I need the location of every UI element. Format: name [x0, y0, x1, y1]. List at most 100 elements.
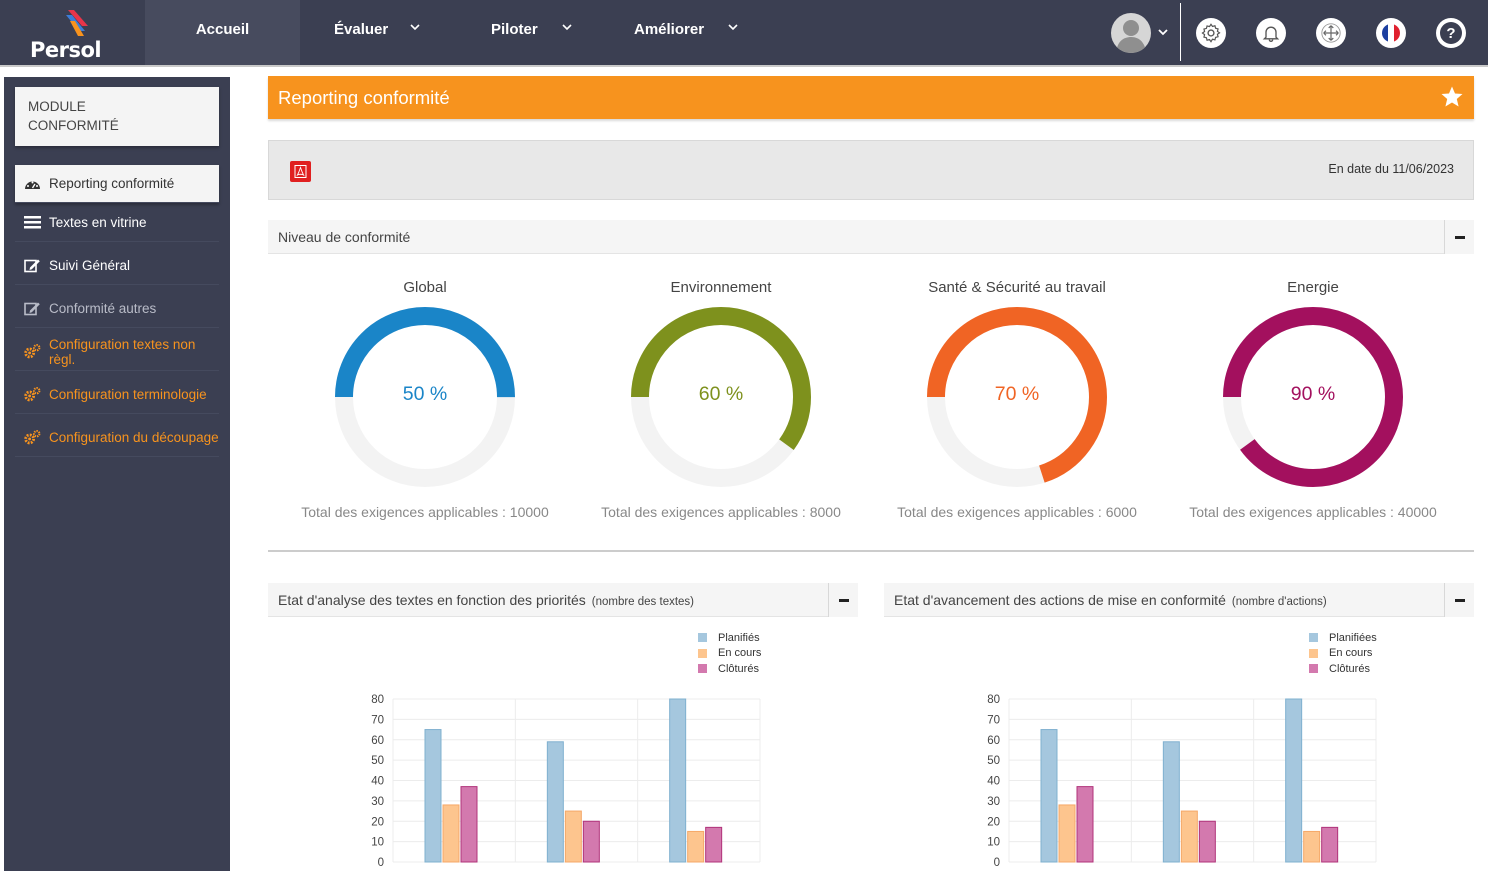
- gauge-title: Energie: [1287, 279, 1339, 296]
- nav-ameliorer[interactable]: Améliorer: [634, 0, 754, 65]
- list-icon: [23, 215, 41, 231]
- bar-clotures[interactable]: [460, 786, 478, 863]
- y-tick-label: 10: [987, 837, 1000, 849]
- section-divider: [268, 550, 1474, 552]
- sidebar-item-label: Suivi Général: [49, 258, 131, 273]
- bar-planifies[interactable]: [1285, 698, 1303, 863]
- edit-icon: [23, 258, 41, 274]
- french-flag-icon: [1382, 24, 1400, 42]
- bar-clotures[interactable]: [705, 826, 723, 863]
- chevron-down-icon: [562, 24, 572, 31]
- user-avatar[interactable]: [1111, 13, 1151, 53]
- sidebar-item-textes-vitrine[interactable]: Textes en vitrine: [15, 204, 219, 242]
- gauge-ring: [927, 307, 1107, 487]
- legend-item[interactable]: Planifiées: [1309, 630, 1377, 646]
- move-button[interactable]: [1316, 18, 1346, 48]
- legend-label: Planifiés: [718, 631, 760, 644]
- sidebar-item-reporting[interactable]: Reporting conformité: [15, 165, 219, 203]
- analysis-bar-chart: Planifiés En cours Clôturés 0 10 20 30 40 50 6…: [268, 620, 858, 871]
- bar-clotures[interactable]: [1076, 786, 1094, 863]
- export-pdf-button[interactable]: [290, 161, 311, 182]
- language-button[interactable]: [1376, 18, 1406, 48]
- y-tick-label: 70: [987, 714, 1000, 726]
- actions-bar-chart: Planifiées En cours Clôturés 0 10 20 30 40 50…: [884, 620, 1474, 871]
- nav-piloter[interactable]: Piloter: [491, 0, 591, 65]
- y-tick-label: 60: [371, 735, 384, 747]
- notifications-button[interactable]: [1256, 18, 1286, 48]
- sidebar-item-config-textes[interactable]: Configuration textes non règl.: [15, 333, 219, 371]
- y-tick-label: 40: [371, 776, 384, 788]
- gauge-environnement: Environnement 60 % Total des exigences a…: [571, 270, 871, 520]
- bar-planifies[interactable]: [669, 698, 687, 863]
- nav-evaluer-label: Évaluer: [334, 21, 389, 38]
- bar-clotures[interactable]: [1321, 826, 1339, 863]
- gauge-sante-securite: Santé & Sécurité au travail 70 % Total d…: [867, 270, 1167, 520]
- legend-item[interactable]: Clôturés: [698, 661, 761, 677]
- bar-en-cours[interactable]: [687, 830, 705, 863]
- gauge-percent: 70 %: [994, 383, 1040, 405]
- bar-en-cours[interactable]: [564, 810, 582, 863]
- collapse-button[interactable]: [828, 583, 858, 617]
- gauge-ring: [1223, 307, 1403, 487]
- user-menu-chevron-icon[interactable]: [1157, 27, 1169, 37]
- collapse-button[interactable]: [1444, 220, 1474, 254]
- nav-evaluer[interactable]: Évaluer: [334, 0, 444, 65]
- settings-button[interactable]: [1196, 18, 1226, 48]
- sidebar-item-label: Configuration du découpage: [49, 430, 219, 445]
- y-tick-label: 30: [987, 796, 1000, 808]
- legend-swatch: [1309, 648, 1318, 658]
- bar-clotures[interactable]: [1198, 820, 1216, 863]
- bar-en-cours[interactable]: [1303, 830, 1321, 863]
- analysis-panel-title: Etat d'analyse des textes en fonction de…: [278, 592, 586, 608]
- cogs-icon: [23, 430, 41, 446]
- nav-ameliorer-label: Améliorer: [634, 21, 705, 38]
- dashboard-icon: [23, 176, 41, 192]
- help-button[interactable]: ?: [1436, 18, 1466, 48]
- pdf-icon: [294, 165, 307, 178]
- svg-text:?: ?: [1446, 25, 1455, 42]
- sidebar-item-config-decoupage[interactable]: Configuration du découpage: [15, 419, 219, 457]
- sidebar-item-config-terminologie[interactable]: Configuration terminologie: [15, 376, 219, 414]
- y-tick-label: 20: [987, 816, 1000, 828]
- logo-text: Persol: [30, 38, 102, 62]
- nav-accueil[interactable]: Accueil: [145, 0, 300, 65]
- legend-label: En cours: [1329, 647, 1373, 660]
- bar-en-cours[interactable]: [1180, 810, 1198, 863]
- conformity-panel-header: Niveau de conformité: [268, 220, 1474, 254]
- minus-icon: [1454, 598, 1465, 602]
- bar-en-cours[interactable]: [442, 804, 460, 863]
- y-tick-label: 40: [987, 776, 1000, 788]
- sidebar-item-suivi-general[interactable]: Suivi Général: [15, 247, 219, 285]
- legend-item[interactable]: En cours: [698, 646, 761, 662]
- legend-item[interactable]: En cours: [1309, 646, 1377, 662]
- gauge-percent: 50 %: [402, 383, 448, 405]
- collapse-button[interactable]: [1444, 583, 1474, 617]
- legend-item[interactable]: Planifiés: [698, 630, 761, 646]
- nav-accueil-label: Accueil: [195, 21, 250, 38]
- bar-planifies[interactable]: [1162, 741, 1180, 863]
- actions-panel-subtitle: (nombre d'actions): [1231, 596, 1327, 608]
- bar-planifies[interactable]: [424, 729, 442, 863]
- y-tick-label: 0: [994, 857, 1000, 869]
- bar-en-cours[interactable]: [1058, 804, 1076, 863]
- bar-clotures[interactable]: [582, 820, 600, 863]
- bar-planifies[interactable]: [1040, 729, 1058, 863]
- gear-icon: [1201, 23, 1221, 43]
- persol-logo[interactable]: Persol: [28, 8, 108, 62]
- report-date: En date du 11/06/2023: [1328, 162, 1454, 176]
- analysis-panel-header: Etat d'analyse des textes en fonction de…: [268, 583, 858, 617]
- chart-legend: Planifiées En cours Clôturés: [1309, 630, 1377, 677]
- chart-legend: Planifiés En cours Clôturés: [698, 630, 761, 677]
- gauge-title: Environnement: [670, 279, 772, 296]
- star-icon[interactable]: [1440, 85, 1464, 109]
- page-title-bar: Reporting conformité: [268, 76, 1474, 119]
- bar-planifies[interactable]: [546, 741, 564, 863]
- gauge-title: Global: [403, 279, 447, 296]
- y-tick-label: 30: [371, 796, 384, 808]
- top-navbar: Persol Accueil Évaluer Piloter Améliorer: [0, 0, 1488, 67]
- sidebar-item-label: Textes en vitrine: [49, 215, 147, 230]
- y-tick-label: 10: [371, 837, 384, 849]
- sidebar-item-conformite-autres[interactable]: Conformité autres: [15, 290, 219, 328]
- legend-item[interactable]: Clôturés: [1309, 661, 1377, 677]
- nav-piloter-label: Piloter: [491, 21, 538, 38]
